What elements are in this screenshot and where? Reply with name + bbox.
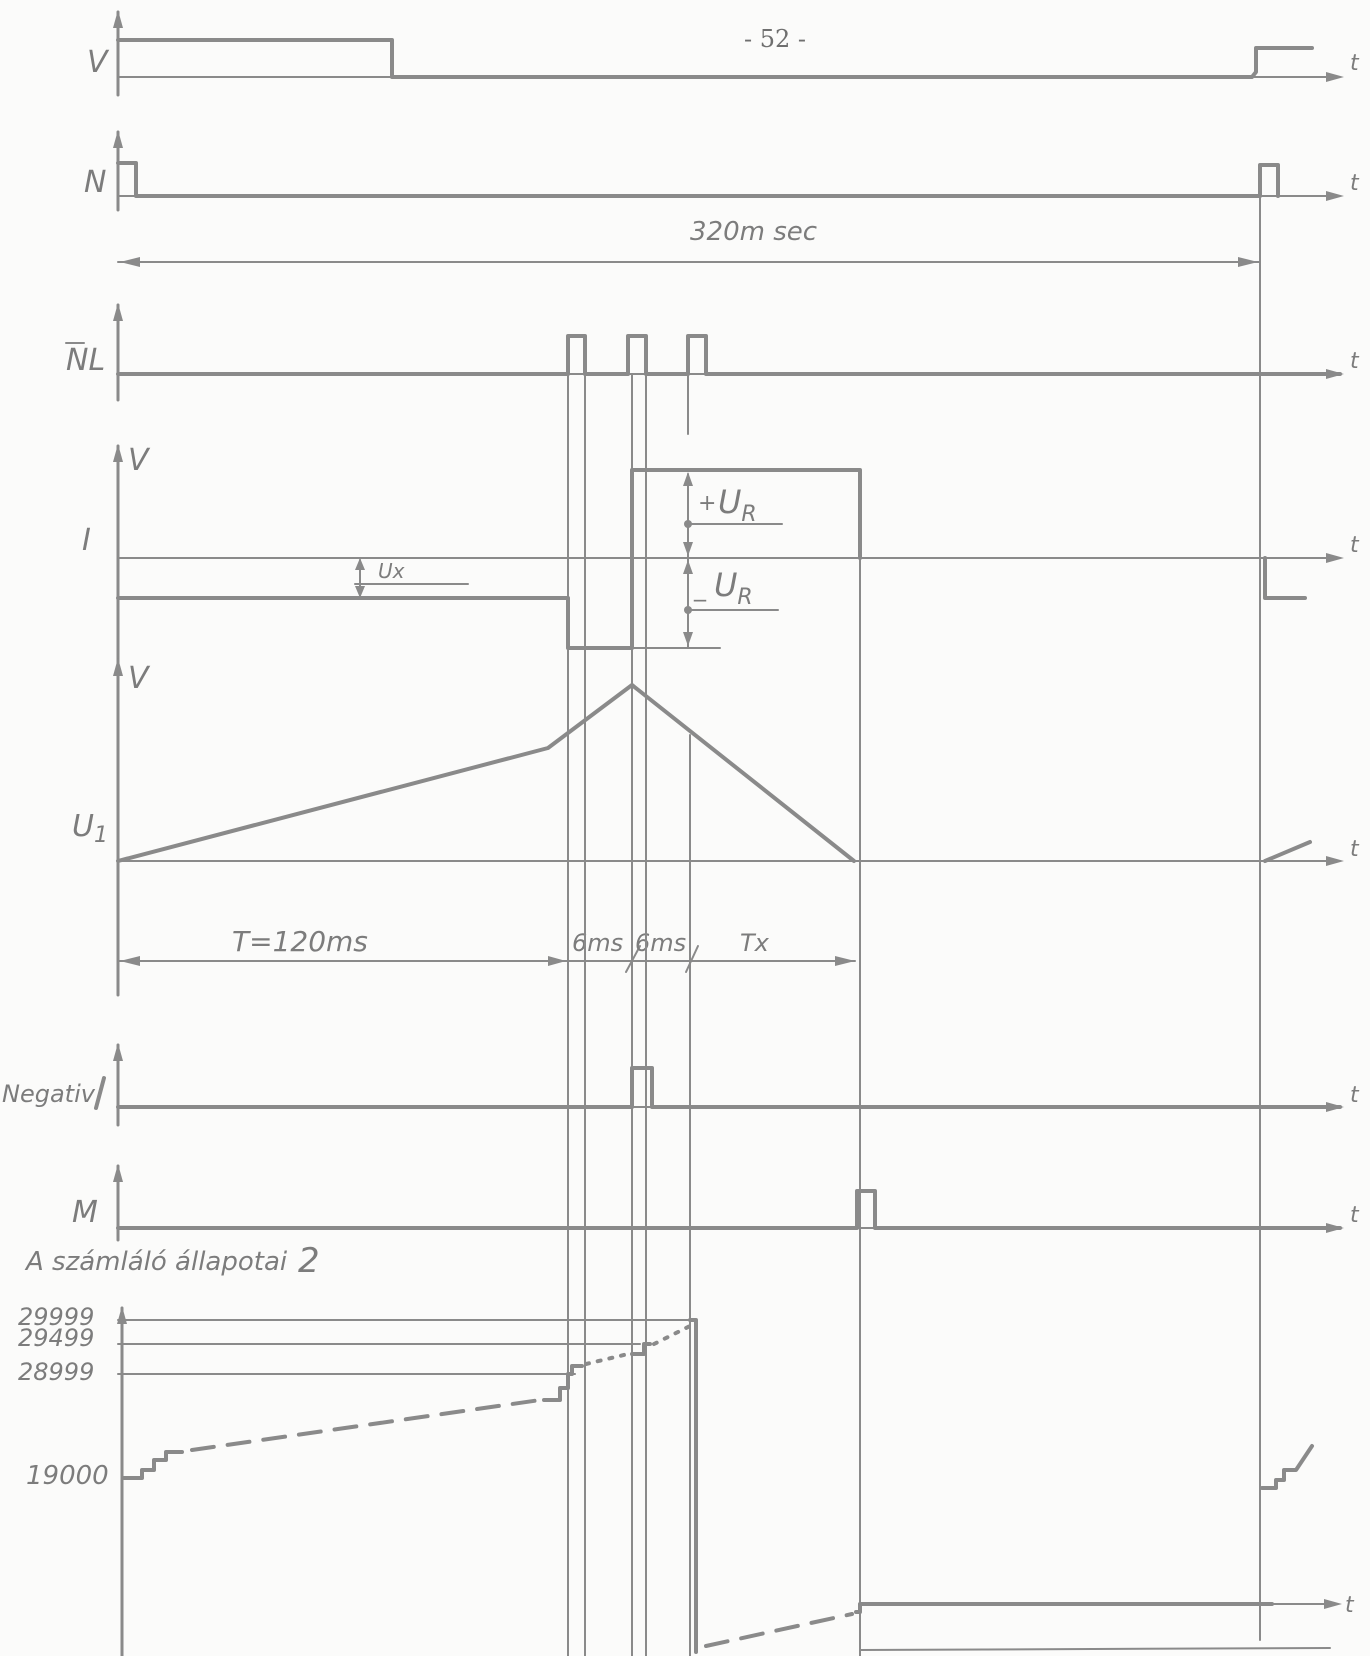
six-ms-label-2: 6ms: [635, 929, 686, 957]
counter-level-29499: 29499: [18, 1324, 94, 1352]
negativ-waveform: [116, 1066, 1342, 1109]
counter-ramp-dashed: [190, 1398, 542, 1452]
t-label-nl: t: [1350, 349, 1360, 374]
ur-dimensions: + UR _ UR: [683, 472, 783, 649]
counter-start-steps: [122, 1450, 184, 1480]
t-label-i: t: [1350, 533, 1360, 558]
six-ms-label-1: 6ms: [572, 929, 623, 957]
u1-unit-v: V: [128, 661, 151, 696]
signal-label-m: M: [72, 1195, 98, 1230]
t-label: T=120ms: [232, 925, 368, 958]
u1-waveform: [116, 683, 856, 863]
ux-arrow-up: [355, 558, 365, 570]
n-time-arrow: [1326, 191, 1344, 201]
u1-waveform-next: [1263, 840, 1312, 863]
t-label-counter: t: [1345, 1593, 1355, 1618]
timing-dimensions: T=120ms 6ms 6ms Tx: [117, 925, 856, 973]
ur-minus-label: UR: [714, 566, 753, 610]
counter-axis-arrow: [117, 1306, 127, 1324]
nl-axis-arrow: [113, 303, 123, 321]
i-time-arrow: [1326, 553, 1344, 563]
m-axis-arrow: [113, 1164, 123, 1182]
ux-arrow-down: [355, 586, 365, 598]
tx-label: Tx: [740, 929, 770, 957]
negativ-axis-arrow: [113, 1043, 123, 1061]
ur-plus-arrow-up: [683, 472, 693, 486]
ur-plus-arrow-down: [683, 542, 693, 556]
t-label-u1: t: [1350, 837, 1360, 862]
counter-level-19000: 19000: [26, 1461, 109, 1491]
tx-arrow-right: [835, 956, 855, 966]
period-arrow-right: [1238, 257, 1258, 267]
counter-level-28999: 28999: [18, 1358, 94, 1386]
counter-level-29999: 29999: [18, 1303, 94, 1331]
ur-minus-arrow-up: [683, 560, 693, 574]
counter-late-steps: [542, 1364, 584, 1402]
counter-section: A számláló állapotai 2 29999 29499 28999…: [18, 1241, 1342, 1654]
v-time-arrow: [1326, 72, 1344, 82]
ur-minus-arrow-down: [683, 632, 693, 646]
counter-title-note: 2: [298, 1241, 320, 1281]
i-axis-arrow: [113, 444, 123, 462]
counter-next-steps: [1260, 1444, 1314, 1490]
counter-second-ramp: [704, 1612, 854, 1648]
negativ-mark: [94, 1076, 106, 1110]
counter-bottom-line: [859, 1647, 1331, 1651]
ur-minus-sign: _: [693, 574, 707, 602]
time-symbols: t t t t t t t t: [1345, 51, 1360, 1618]
time-axes: [117, 72, 1344, 1651]
signal-label-negativ: Negativ: [2, 1080, 96, 1108]
t-label-negativ: t: [1350, 1083, 1360, 1108]
reference-lines: [567, 195, 1261, 1656]
ur-plus-sign: +: [698, 491, 716, 516]
period-dimension: 320m sec: [117, 217, 1261, 267]
counter-overflow-drop: [688, 1318, 698, 1654]
t-label-n: t: [1350, 171, 1360, 196]
v-axis-arrow: [113, 10, 123, 28]
t-arrow-right: [548, 956, 566, 966]
n-waveform: [116, 161, 1280, 198]
signal-labels: V N NL V I V U1 Negativ M: [2, 45, 151, 1230]
ur-plus-label: UR: [718, 483, 757, 527]
ux-dimension: Ux: [354, 558, 469, 598]
signal-label-nl: NL: [66, 343, 105, 378]
u1-time-arrow: [1326, 856, 1344, 866]
i-unit-v: V: [128, 443, 151, 478]
ux-label: Ux: [378, 559, 405, 583]
period-label: 320m sec: [690, 217, 817, 247]
counter-mid-steps: [630, 1342, 652, 1356]
u1-axis-arrow: [113, 658, 123, 676]
period-arrow-left: [120, 257, 140, 267]
page-number: - 52 -: [744, 25, 806, 53]
t-label-v: t: [1350, 51, 1360, 76]
n-axis-arrow: [113, 130, 123, 148]
counter-dotted-1: [584, 1352, 630, 1366]
t-arrow-left: [120, 956, 140, 966]
signal-label-i: I: [82, 523, 91, 558]
six-ms-tick-2: [685, 945, 699, 973]
signal-axes: [113, 10, 127, 1656]
signal-label-n: N: [84, 165, 106, 200]
counter-dotted-2: [652, 1324, 692, 1346]
v-waveform: [116, 38, 1314, 79]
m-waveform: [116, 1189, 1342, 1230]
signal-label-u1: U1: [72, 809, 108, 848]
counter-hold: [854, 1602, 1264, 1614]
nl-waveform: [116, 334, 1342, 376]
signal-label-v: V: [87, 45, 110, 80]
t-label-m: t: [1350, 1203, 1360, 1228]
counter-title: A számláló állapotai: [24, 1247, 288, 1277]
i-waveform-next: [1263, 556, 1307, 600]
counter-time-arrow: [1324, 1599, 1342, 1609]
